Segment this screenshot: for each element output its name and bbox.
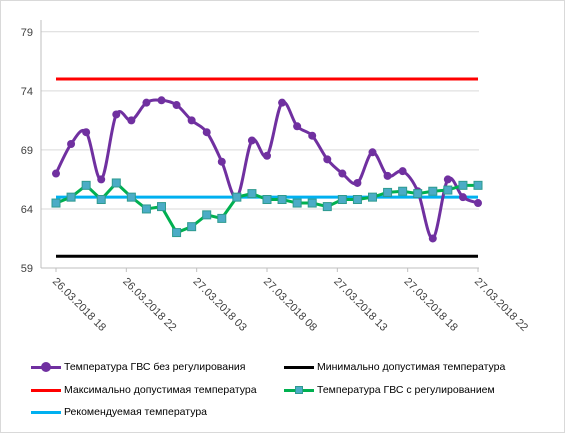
data-point-with-regulation: [172, 228, 182, 238]
legend-swatch-purple: [31, 361, 61, 373]
data-point-with-regulation: [157, 202, 166, 212]
x-tick-label: 27.03.2018 13: [331, 276, 389, 334]
x-tick-label: 27.03.2018 03: [191, 276, 249, 334]
data-point-with-regulation: [307, 198, 317, 208]
data-point-with-regulation: [187, 222, 197, 232]
data-point-no-regulation: [142, 98, 151, 107]
data-point-no-regulation: [247, 136, 256, 145]
data-point-no-regulation: [383, 171, 392, 180]
data-point-no-regulation: [338, 169, 347, 178]
data-point-with-regulation: [322, 202, 332, 212]
legend-label: Температура ГВС с регулированием: [317, 384, 495, 396]
data-point-no-regulation: [474, 199, 482, 208]
data-point-no-regulation: [82, 128, 91, 137]
data-point-with-regulation: [443, 185, 453, 195]
x-tick-label: 26.03.2018 18: [50, 276, 108, 334]
data-point-with-regulation: [81, 180, 91, 190]
x-tick-label: 27.03.2018 22: [472, 276, 530, 334]
data-point-with-regulation: [217, 213, 227, 223]
legend-item-min-temp: Минимально допустимая температура: [284, 361, 505, 373]
data-point-with-regulation: [111, 178, 121, 188]
data-point-no-regulation: [293, 122, 302, 131]
data-point-with-regulation: [413, 189, 423, 199]
legend-label: Рекомендуемая температура: [64, 406, 208, 418]
data-point-no-regulation: [112, 110, 121, 119]
data-point-no-regulation: [97, 175, 106, 184]
data-point-with-regulation: [247, 189, 257, 199]
x-tick-label: 27.03.2018 18: [402, 276, 460, 334]
data-point-with-regulation: [337, 195, 347, 205]
data-point-no-regulation: [217, 157, 226, 166]
data-point-with-regulation: [66, 192, 76, 202]
data-point-with-regulation: [458, 180, 468, 190]
data-point-with-regulation: [262, 195, 272, 205]
data-point-no-regulation: [278, 98, 287, 107]
data-point-no-regulation: [308, 131, 317, 140]
data-point-no-regulation: [368, 148, 377, 157]
series-line-no-regulation: [54, 98, 479, 240]
data-point-no-regulation: [458, 193, 467, 202]
legend-item-with-regulation: Температура ГВС с регулированием: [284, 384, 495, 396]
legend-swatch-red: [31, 384, 61, 396]
data-point-no-regulation: [172, 101, 181, 110]
legend-swatch-blue: [31, 406, 61, 418]
data-point-no-regulation: [157, 96, 166, 105]
data-point-with-regulation: [126, 192, 136, 202]
legend-item-recommended: Рекомендуемая температура: [31, 406, 207, 418]
y-tick-label: 74: [21, 86, 33, 98]
y-tick-label: 79: [21, 27, 33, 39]
data-point-no-regulation: [52, 169, 60, 178]
data-point-no-regulation: [127, 116, 136, 125]
legend-item-max-temp: Максимально допустимая температура: [31, 384, 257, 396]
data-point-with-regulation: [352, 195, 362, 205]
legend-swatch-green: [284, 384, 314, 396]
data-point-no-regulation: [67, 140, 76, 148]
data-point-with-regulation: [292, 198, 302, 208]
legend-item-no-regulation: Температура ГВС без регулирования: [31, 361, 245, 373]
x-tick-label: 26.03.2018 22: [120, 276, 178, 334]
y-tick-label: 69: [21, 145, 33, 157]
data-point-no-regulation: [202, 128, 211, 137]
legend-swatch-black: [284, 361, 314, 373]
data-point-with-regulation: [428, 186, 438, 196]
data-point-no-regulation: [323, 155, 332, 164]
data-point-no-regulation: [443, 175, 452, 184]
data-point-with-regulation: [473, 180, 483, 190]
data-point-with-regulation: [277, 195, 287, 205]
legend-label: Температура ГВС без регулирования: [64, 361, 246, 373]
data-point-no-regulation: [187, 116, 196, 125]
data-point-no-regulation: [398, 167, 407, 176]
data-point-no-regulation: [353, 178, 362, 187]
legend-label: Максимально допустимая температура: [64, 384, 257, 396]
data-point-with-regulation: [232, 192, 242, 202]
data-point-with-regulation: [383, 187, 393, 197]
data-point-with-regulation: [398, 186, 408, 196]
y-tick-label: 64: [21, 204, 33, 216]
data-point-with-regulation: [51, 198, 61, 208]
y-tick-label: 59: [21, 263, 33, 275]
legend-label: Минимально допустимая температура: [317, 361, 506, 373]
data-point-with-regulation: [368, 192, 377, 202]
data-point-no-regulation: [428, 234, 437, 243]
data-point-with-regulation: [202, 210, 212, 220]
data-point-with-regulation: [96, 195, 106, 205]
data-point-with-regulation: [141, 204, 151, 214]
data-point-no-regulation: [263, 151, 271, 160]
x-tick-label: 27.03.2018 08: [261, 276, 319, 334]
